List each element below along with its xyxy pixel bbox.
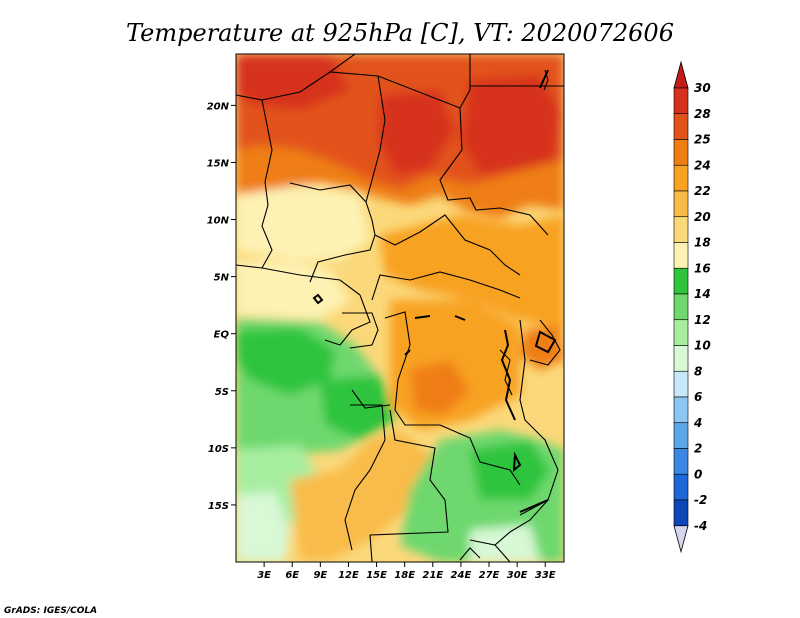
colorbar-swatch bbox=[673, 422, 689, 449]
grads-credit: GrADS: IGES/COLA bbox=[4, 606, 97, 616]
colorbar-swatch bbox=[673, 216, 689, 243]
colorbar-label: 14 bbox=[694, 287, 711, 301]
country-borders bbox=[236, 54, 564, 562]
colorbar-label: 10 bbox=[694, 339, 711, 353]
y-axis-ticks: 20N 15N 10N 5N EQ 5S 10S 15S bbox=[207, 101, 236, 512]
x-tick-label: 6E bbox=[285, 570, 299, 581]
zone-22-angola bbox=[290, 430, 430, 560]
colorbar-swatch bbox=[673, 319, 689, 346]
colorbar-swatch bbox=[673, 473, 689, 501]
zone-25-congo bbox=[410, 360, 470, 415]
colorbar-swatch bbox=[673, 164, 689, 192]
zone-16-coast bbox=[236, 328, 335, 395]
x-tick-label: 30E bbox=[507, 570, 528, 581]
x-tick-label: 21E bbox=[422, 570, 443, 581]
colorbar-label: 20 bbox=[694, 210, 711, 224]
x-tick-label: 18E bbox=[394, 570, 415, 581]
colorbar-label: 22 bbox=[694, 184, 711, 198]
y-tick-label: 10S bbox=[208, 444, 229, 455]
y-tick-label: EQ bbox=[214, 330, 230, 341]
colorbar-label: 18 bbox=[694, 236, 711, 250]
colorbar-label: 2 bbox=[694, 442, 702, 456]
colorbar-label: 12 bbox=[694, 313, 711, 327]
colorbar-label: 16 bbox=[694, 261, 711, 275]
chart-title: Temperature at 925hPa [C], VT: 202007260… bbox=[126, 19, 674, 47]
y-tick-label: 5N bbox=[214, 273, 230, 284]
colorbar-swatch bbox=[673, 499, 689, 527]
x-tick-label: 15E bbox=[366, 570, 387, 581]
y-tick-label: 5S bbox=[215, 387, 229, 398]
y-tick-label: 10N bbox=[207, 216, 230, 227]
colorbar-bottom-cap bbox=[673, 525, 689, 554]
colorbar-swatch bbox=[673, 139, 689, 166]
colorbar-label: -4 bbox=[694, 519, 707, 533]
x-tick-label: 24E bbox=[451, 570, 472, 581]
colorbar-label: -2 bbox=[694, 493, 707, 507]
y-tick-label: 15N bbox=[207, 158, 230, 169]
colorbar-swatch bbox=[673, 345, 689, 372]
temperature-field bbox=[236, 54, 564, 562]
colorbar-swatch bbox=[673, 190, 689, 218]
x-tick-label: 33E bbox=[535, 570, 556, 581]
coastline-and-lakes bbox=[312, 69, 557, 513]
colorbar-label: 30 bbox=[694, 81, 711, 95]
zone-30-east bbox=[460, 75, 560, 175]
colorbar-swatch bbox=[673, 87, 689, 115]
x-tick-label: 12E bbox=[338, 570, 359, 581]
colorbar-label: 8 bbox=[694, 364, 702, 378]
zone-10-southwest bbox=[236, 492, 290, 562]
colorbar-swatch bbox=[673, 267, 689, 295]
zone-10-southeast bbox=[470, 525, 540, 562]
y-tick-label: 20N bbox=[207, 101, 230, 112]
colorbar-swatch bbox=[673, 448, 689, 475]
colorbar-swatch bbox=[673, 370, 689, 398]
zone-30-central bbox=[378, 90, 455, 175]
zone-24-east bbox=[380, 215, 564, 330]
x-tick-label: 3E bbox=[257, 570, 271, 581]
colorbar-swatch bbox=[673, 293, 689, 321]
map-panel: 3E 6E 9E 12E 15E 18E 21E 24E 27E 30E 33E 20N 15N 10N… bbox=[207, 53, 565, 581]
colorbar-swatch bbox=[673, 113, 689, 140]
zone-16-inland bbox=[320, 375, 395, 440]
zone-30-west bbox=[236, 54, 350, 110]
colorbar-label: 6 bbox=[694, 390, 702, 404]
colorbar-top-cap bbox=[673, 60, 689, 89]
x-tick-label: 9E bbox=[313, 570, 327, 581]
x-tick-label: 27E bbox=[479, 570, 500, 581]
colorbar-label: 0 bbox=[694, 467, 702, 481]
map-frame bbox=[235, 53, 565, 563]
field-shading bbox=[236, 54, 564, 562]
colorbar-label: 24 bbox=[694, 158, 711, 172]
x-axis-ticks: 3E 6E 9E 12E 15E 18E 21E 24E 27E 30E 33E bbox=[257, 562, 556, 581]
y-tick-label: 15S bbox=[208, 501, 229, 512]
colorbar-swatch bbox=[673, 396, 689, 424]
zone-18-nigeria bbox=[236, 185, 370, 262]
colorbar-label: 4 bbox=[693, 416, 702, 430]
colorbar-swatch bbox=[673, 242, 689, 269]
colorbar-label: 28 bbox=[694, 107, 711, 121]
zone-18-coast bbox=[236, 260, 350, 320]
colorbar-label: 25 bbox=[694, 133, 711, 147]
